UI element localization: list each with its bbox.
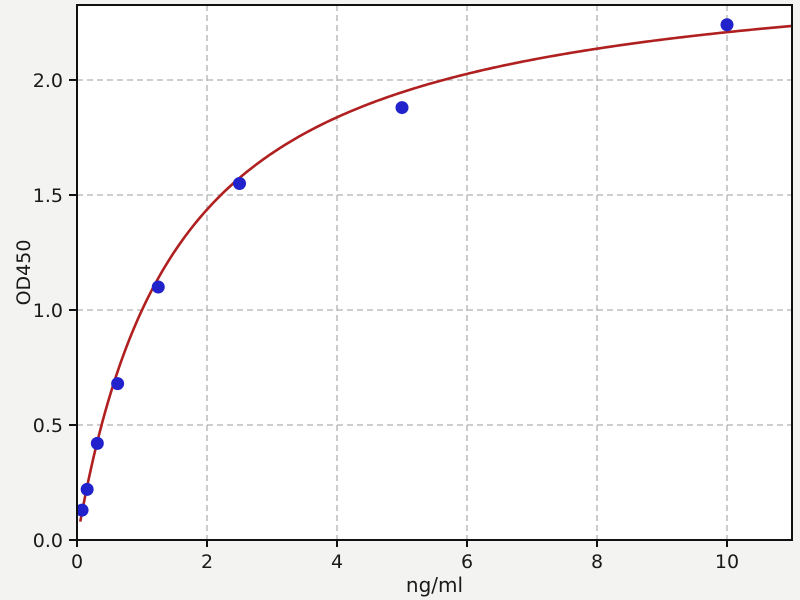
y-tick-label: 1.5 [33, 185, 63, 207]
tick-labels: 0 2 4 6 8 10 0.0 0.5 1.0 1.5 2.0 [33, 70, 739, 573]
x-tick-label: 4 [331, 551, 343, 573]
x-axis-label: ng/ml [406, 573, 463, 597]
data-point [233, 176, 246, 190]
x-tick-label: 8 [591, 551, 603, 573]
y-tick-label: 0.0 [33, 530, 63, 552]
data-series [77, 18, 792, 522]
data-point [111, 377, 125, 391]
x-tick-label: 0 [71, 551, 83, 573]
data-point [77, 503, 89, 517]
data-point [90, 436, 104, 450]
x-tick-label: 6 [461, 551, 473, 573]
axis-ticks [69, 78, 728, 547]
plot-area [77, 5, 792, 540]
data-point [395, 101, 409, 115]
data-point [80, 482, 94, 496]
x-tick-label: 10 [715, 551, 739, 573]
y-axis-label: OD450 [13, 240, 35, 306]
y-tick-label: 1.0 [33, 300, 63, 322]
data-points [77, 18, 734, 517]
fit-curve [78, 24, 792, 522]
y-tick-label: 0.5 [33, 415, 63, 437]
data-point [151, 280, 165, 294]
axes-spines [76, 4, 793, 541]
y-tick-label: 2.0 [33, 70, 63, 92]
x-tick-label: 2 [201, 551, 213, 573]
data-point [720, 18, 734, 32]
